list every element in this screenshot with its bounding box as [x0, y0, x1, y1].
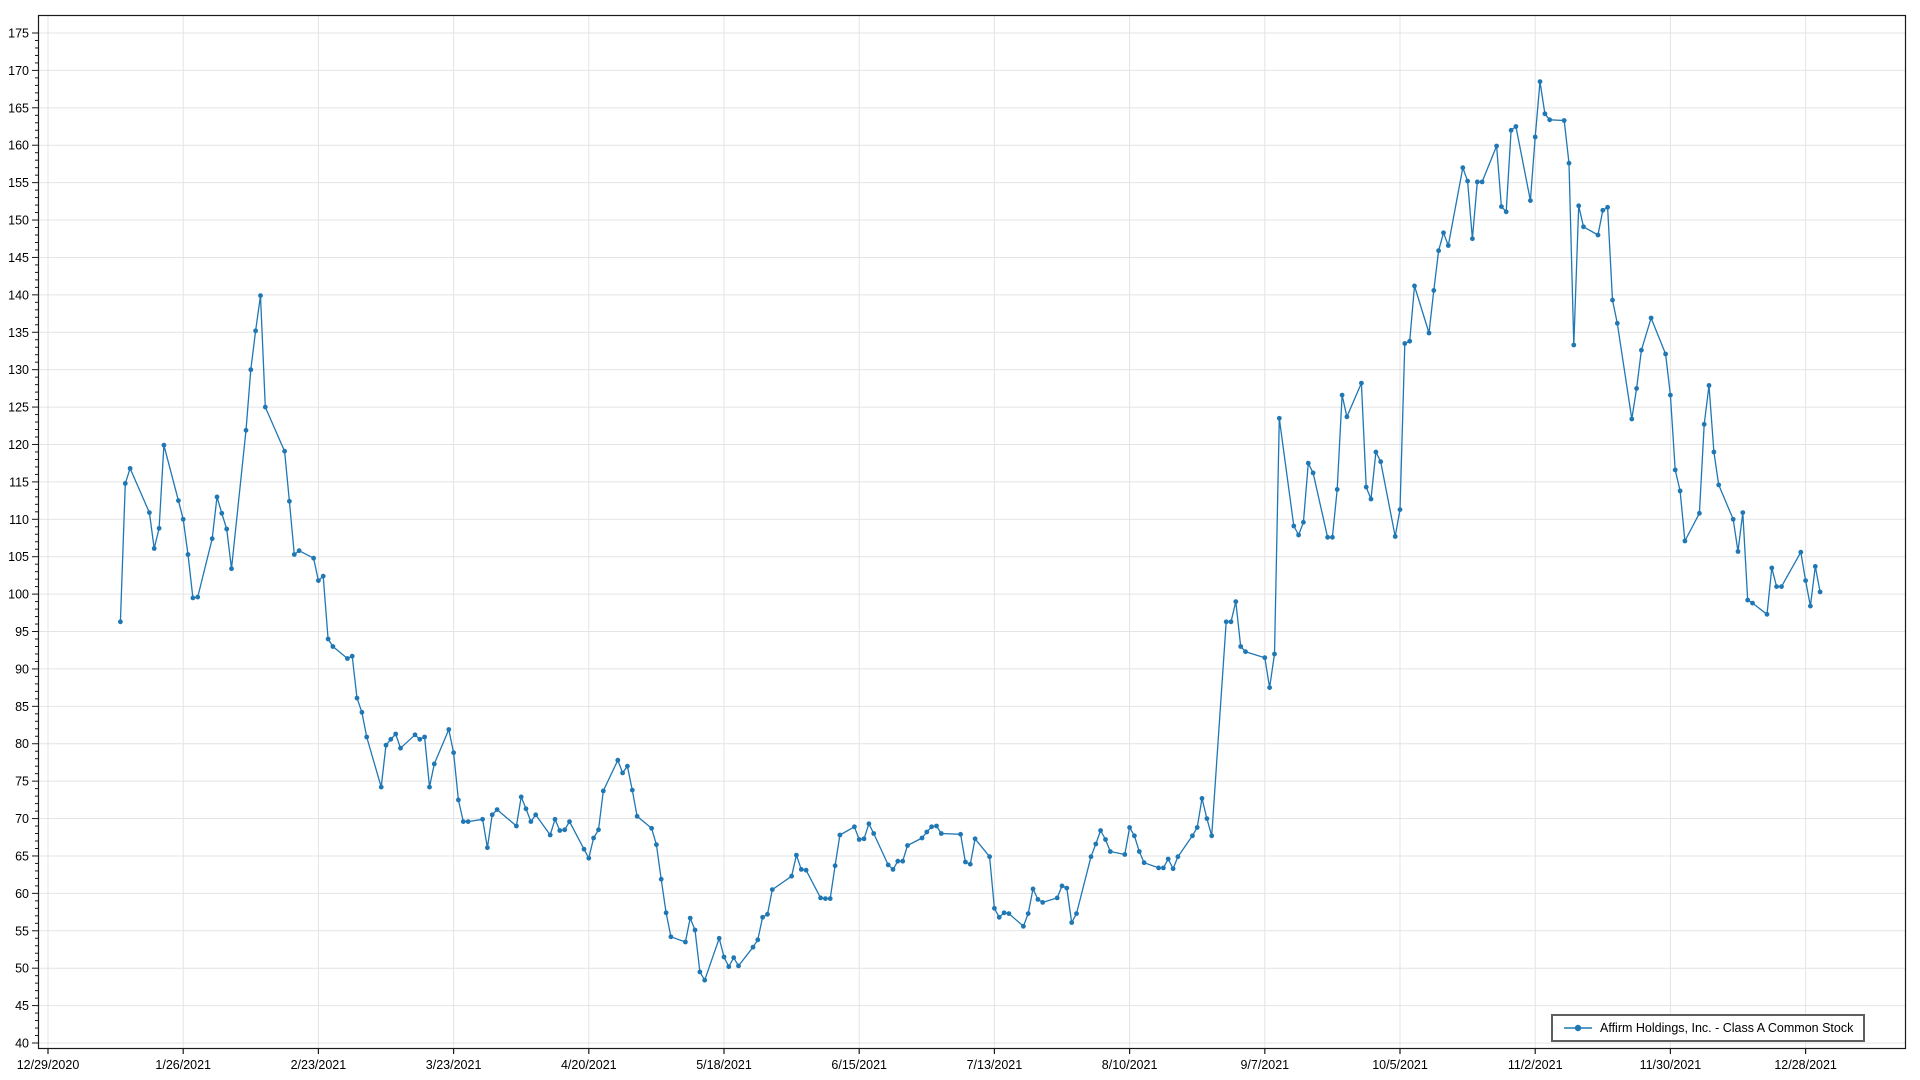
- svg-text:85: 85: [15, 700, 29, 714]
- svg-text:155: 155: [8, 176, 29, 190]
- svg-text:175: 175: [8, 27, 29, 41]
- svg-text:3/23/2021: 3/23/2021: [426, 1058, 482, 1072]
- svg-text:8/10/2021: 8/10/2021: [1102, 1058, 1158, 1072]
- svg-text:150: 150: [8, 214, 29, 228]
- legend: Affirm Holdings, Inc. - Class A Common S…: [1551, 1014, 1866, 1042]
- svg-text:120: 120: [8, 438, 29, 452]
- svg-text:5/18/2021: 5/18/2021: [696, 1058, 752, 1072]
- svg-text:115: 115: [9, 475, 29, 489]
- svg-text:125: 125: [8, 401, 29, 415]
- svg-text:60: 60: [15, 887, 29, 901]
- svg-text:12/29/2020: 12/29/2020: [17, 1058, 80, 1072]
- series-marker-icon: [1564, 1024, 1592, 1032]
- svg-text:65: 65: [15, 849, 29, 863]
- svg-text:145: 145: [8, 251, 29, 265]
- svg-text:140: 140: [8, 288, 29, 302]
- svg-text:40: 40: [15, 1037, 29, 1051]
- svg-text:90: 90: [15, 662, 29, 676]
- svg-text:130: 130: [8, 363, 29, 377]
- svg-text:80: 80: [15, 737, 29, 751]
- svg-text:12/28/2021: 12/28/2021: [1774, 1058, 1837, 1072]
- svg-text:50: 50: [15, 962, 29, 976]
- svg-text:170: 170: [8, 64, 29, 78]
- svg-text:6/15/2021: 6/15/2021: [831, 1058, 887, 1072]
- svg-text:95: 95: [15, 625, 29, 639]
- svg-text:9/7/2021: 9/7/2021: [1240, 1058, 1289, 1072]
- svg-text:2/23/2021: 2/23/2021: [291, 1058, 347, 1072]
- legend-series-label: Affirm Holdings, Inc. - Class A Common S…: [1600, 1021, 1854, 1035]
- svg-text:55: 55: [15, 924, 29, 938]
- svg-text:11/2/2021: 11/2/2021: [1508, 1058, 1563, 1072]
- svg-text:105: 105: [8, 550, 29, 564]
- svg-text:110: 110: [9, 513, 29, 527]
- svg-text:135: 135: [8, 326, 29, 340]
- svg-text:160: 160: [8, 139, 29, 153]
- svg-text:11/30/2021: 11/30/2021: [1640, 1058, 1702, 1072]
- svg-text:100: 100: [8, 588, 29, 602]
- svg-text:75: 75: [15, 775, 29, 789]
- svg-text:10/5/2021: 10/5/2021: [1372, 1058, 1428, 1072]
- svg-text:165: 165: [8, 101, 29, 115]
- svg-text:4/20/2021: 4/20/2021: [561, 1058, 617, 1072]
- svg-text:1/26/2021: 1/26/2021: [155, 1058, 211, 1072]
- svg-text:45: 45: [15, 999, 29, 1013]
- svg-text:7/13/2021: 7/13/2021: [967, 1058, 1023, 1072]
- svg-text:70: 70: [15, 812, 29, 826]
